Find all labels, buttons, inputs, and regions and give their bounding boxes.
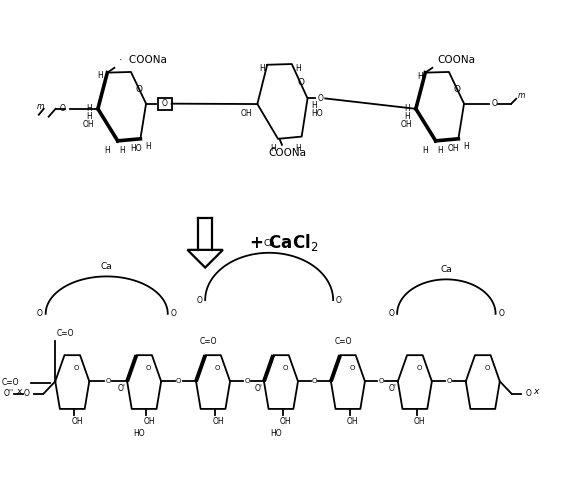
Text: O: O — [215, 365, 220, 371]
Text: H: H — [260, 64, 265, 73]
Text: OH: OH — [448, 144, 460, 153]
Text: O'': O'' — [4, 389, 14, 398]
Text: O: O — [171, 309, 177, 318]
Text: O: O — [37, 309, 43, 318]
Text: H: H — [145, 142, 151, 151]
FancyBboxPatch shape — [158, 98, 172, 109]
Text: m: m — [36, 102, 44, 111]
Text: C=O: C=O — [334, 337, 352, 346]
Text: H: H — [418, 72, 424, 81]
Text: H: H — [86, 112, 92, 121]
Text: H: H — [98, 71, 103, 80]
Text: x: x — [16, 386, 22, 396]
Text: O: O — [146, 365, 151, 371]
Text: O: O — [106, 378, 111, 384]
Text: COONa: COONa — [268, 148, 306, 158]
Text: Ca: Ca — [101, 262, 113, 271]
Text: H: H — [422, 146, 428, 155]
Text: C=O: C=O — [2, 378, 19, 387]
Text: OH: OH — [72, 417, 83, 426]
Text: O: O — [350, 365, 355, 371]
Text: OH: OH — [212, 417, 224, 426]
Text: O: O — [162, 99, 168, 108]
Text: H: H — [404, 104, 410, 113]
Text: OH: OH — [400, 120, 412, 129]
Text: H: H — [404, 112, 410, 121]
Text: C=O: C=O — [200, 337, 217, 346]
Text: O: O — [388, 309, 394, 318]
Text: O: O — [492, 99, 497, 108]
Text: O: O — [484, 365, 490, 371]
Text: m: m — [518, 91, 526, 100]
Text: O: O — [244, 378, 250, 384]
Text: O: O — [417, 365, 422, 371]
Text: OH: OH — [143, 417, 155, 426]
Text: OH: OH — [241, 109, 252, 118]
Text: O: O — [283, 365, 288, 371]
Text: O: O — [136, 84, 143, 94]
Text: O: O — [454, 84, 461, 94]
Text: + CaCl$_2$: + CaCl$_2$ — [249, 232, 319, 253]
Text: O: O — [24, 389, 29, 398]
Text: H: H — [295, 144, 301, 153]
Text: Ca: Ca — [263, 239, 275, 248]
Text: H: H — [296, 64, 302, 73]
Text: OH: OH — [347, 417, 359, 426]
Text: Ca: Ca — [440, 265, 452, 275]
Text: HO: HO — [133, 429, 145, 438]
Text: OH: OH — [414, 417, 426, 426]
Text: O: O — [336, 296, 342, 304]
Text: O: O — [297, 78, 304, 87]
Polygon shape — [188, 250, 223, 267]
Text: HO: HO — [130, 144, 141, 153]
Text: HO: HO — [270, 429, 282, 438]
Text: H: H — [86, 104, 92, 113]
Text: O: O — [446, 378, 452, 384]
Text: O: O — [196, 296, 202, 304]
Text: O': O' — [254, 384, 263, 393]
Text: C=O: C=O — [57, 329, 74, 337]
Text: H: H — [312, 101, 317, 110]
Text: HO: HO — [312, 109, 323, 118]
Text: H: H — [437, 146, 443, 155]
Text: H: H — [104, 146, 110, 155]
Text: O: O — [379, 378, 384, 384]
Text: O: O — [317, 94, 323, 103]
Text: H: H — [463, 142, 469, 151]
Text: O: O — [526, 389, 531, 398]
Text: O': O' — [118, 384, 126, 393]
Text: ·  COONa: · COONa — [119, 55, 167, 65]
Text: x: x — [533, 386, 539, 396]
Text: OH: OH — [280, 417, 292, 426]
Text: H: H — [270, 144, 276, 153]
Text: O: O — [74, 365, 79, 371]
Text: OH: OH — [83, 120, 94, 129]
Text: H: H — [119, 146, 125, 155]
Text: O': O' — [388, 384, 396, 393]
Text: O: O — [176, 378, 181, 384]
Text: O: O — [499, 309, 504, 318]
Text: COONa: COONa — [437, 55, 475, 65]
Text: O: O — [312, 378, 317, 384]
Text: O: O — [59, 104, 65, 113]
